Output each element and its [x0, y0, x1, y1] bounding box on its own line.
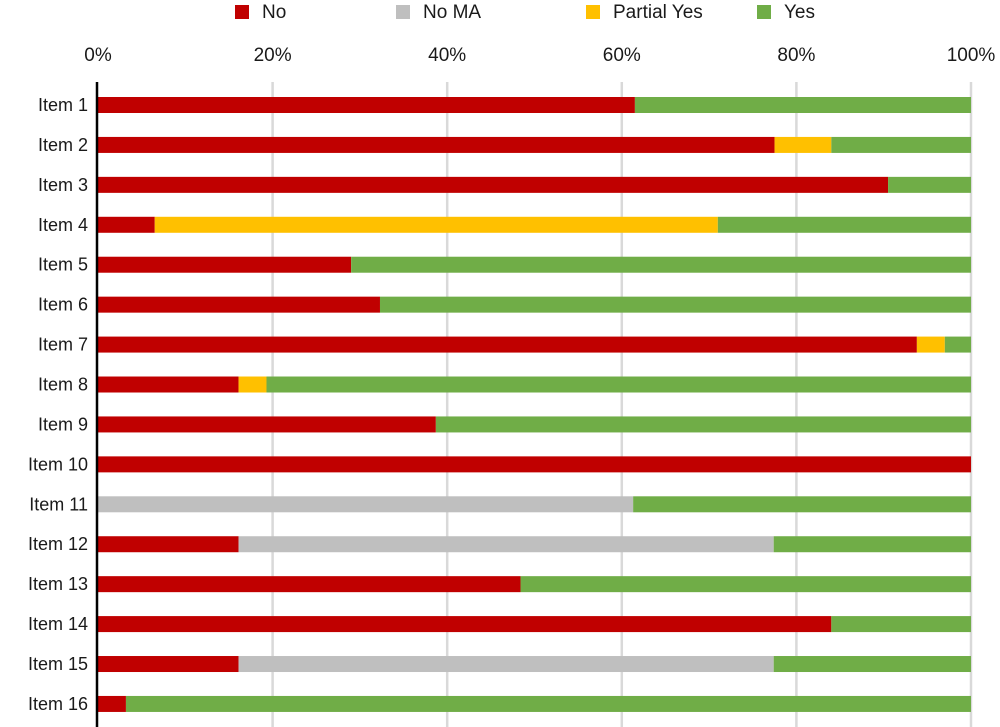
y-label-item-10: Item 10	[28, 454, 88, 474]
bar-item-13-no	[98, 576, 521, 593]
bar-item-13-yes	[520, 576, 971, 593]
x-axis-tick-labels: 0% 20% 40% 60% 80% 100%	[84, 45, 995, 66]
bar-item-3-no	[98, 176, 889, 193]
bar-item-4-no	[98, 216, 155, 233]
bar-item-11-yes	[633, 496, 971, 513]
bar-item-12-yes	[773, 536, 971, 553]
y-label-item-8: Item 8	[38, 375, 88, 395]
bar-item-12-no	[98, 536, 239, 553]
legend-swatch-no	[235, 5, 249, 19]
bar-item-2-no	[98, 136, 775, 153]
bar-item-1-no	[98, 97, 635, 113]
y-label-item-4: Item 4	[38, 215, 88, 235]
bar-item-6-no	[98, 296, 380, 313]
y-axis-category-labels: Item 1 Item 2 Item 3 Item 4 Item 5 Item 6 Item…	[28, 95, 88, 714]
bar-item-16-no	[98, 695, 126, 712]
bar-item-9-yes	[435, 416, 971, 433]
bars	[98, 97, 972, 712]
bar-item-10-no	[98, 456, 971, 473]
bar-item-14-yes	[831, 616, 971, 633]
legend: No No MA Partial Yes Yes	[235, 2, 815, 23]
bar-item-3-yes	[888, 176, 971, 193]
bar-item-15-yes	[773, 656, 971, 673]
bar-item-5-yes	[351, 256, 971, 273]
bar-item-4-yes	[717, 216, 971, 233]
bar-item-7-yes	[944, 336, 971, 353]
legend-swatch-no-ma	[396, 5, 410, 19]
bar-item-4-partial-yes	[154, 216, 718, 233]
y-label-item-2: Item 2	[38, 135, 88, 155]
y-label-item-14: Item 14	[28, 614, 88, 634]
bar-item-15-no-ma	[238, 656, 774, 673]
y-label-item-6: Item 6	[38, 295, 88, 315]
x-tick-label-80pct: 80%	[777, 45, 815, 66]
x-tick-label-0pct: 0%	[84, 45, 112, 66]
bar-item-9-no	[98, 416, 436, 433]
bar-item-2-yes	[831, 136, 971, 153]
bar-item-2-partial-yes	[774, 136, 832, 153]
legend-swatch-yes	[757, 5, 771, 19]
bar-item-16-yes	[125, 695, 972, 712]
y-label-item-16: Item 16	[28, 694, 88, 714]
x-tick-label-20pct: 20%	[254, 45, 292, 66]
legend-swatch-partial-yes	[586, 5, 600, 19]
y-label-item-12: Item 12	[28, 534, 88, 554]
bar-item-8-yes	[266, 376, 971, 393]
legend-label-yes: Yes	[784, 2, 815, 23]
bar-item-1-yes	[634, 97, 971, 113]
bar-item-8-partial-yes	[238, 376, 267, 393]
bar-item-6-yes	[379, 296, 971, 313]
legend-label-no-ma: No MA	[423, 2, 481, 23]
bar-item-5-no	[98, 256, 352, 273]
y-label-item-1: Item 1	[38, 95, 88, 115]
y-label-item-13: Item 13	[28, 574, 88, 594]
y-label-item-9: Item 9	[38, 414, 88, 434]
x-tick-label-40pct: 40%	[428, 45, 466, 66]
bar-item-7-no	[98, 336, 917, 353]
x-tick-label-100pct: 100%	[947, 45, 996, 66]
y-label-item-5: Item 5	[38, 255, 88, 275]
legend-label-partial-yes: Partial Yes	[613, 2, 703, 23]
y-label-item-7: Item 7	[38, 335, 88, 355]
legend-label-no: No	[262, 2, 286, 23]
y-label-item-3: Item 3	[38, 175, 88, 195]
bar-item-11-no-ma	[98, 496, 634, 513]
x-tick-label-60pct: 60%	[603, 45, 641, 66]
bar-item-15-no	[98, 656, 239, 673]
bar-item-7-partial-yes	[916, 336, 945, 353]
y-label-item-11: Item 11	[29, 494, 88, 514]
y-label-item-15: Item 15	[28, 654, 88, 674]
bar-item-14-no	[98, 616, 832, 633]
bar-item-12-no-ma	[238, 536, 774, 553]
bar-item-8-no	[98, 376, 239, 393]
